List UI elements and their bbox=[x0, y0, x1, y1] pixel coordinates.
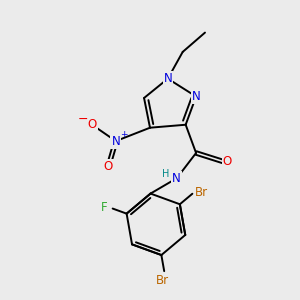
Text: +: + bbox=[120, 130, 128, 139]
Text: N: N bbox=[111, 135, 120, 148]
Text: −: − bbox=[78, 113, 88, 126]
Text: N: N bbox=[164, 72, 172, 85]
Text: O: O bbox=[223, 155, 232, 168]
Text: O: O bbox=[104, 160, 113, 173]
Text: H: H bbox=[162, 169, 169, 179]
Text: N: N bbox=[172, 172, 181, 185]
Text: Br: Br bbox=[195, 186, 208, 199]
Text: N: N bbox=[192, 90, 200, 103]
Text: Br: Br bbox=[156, 274, 169, 287]
Text: O: O bbox=[87, 118, 97, 131]
Text: F: F bbox=[101, 201, 108, 214]
